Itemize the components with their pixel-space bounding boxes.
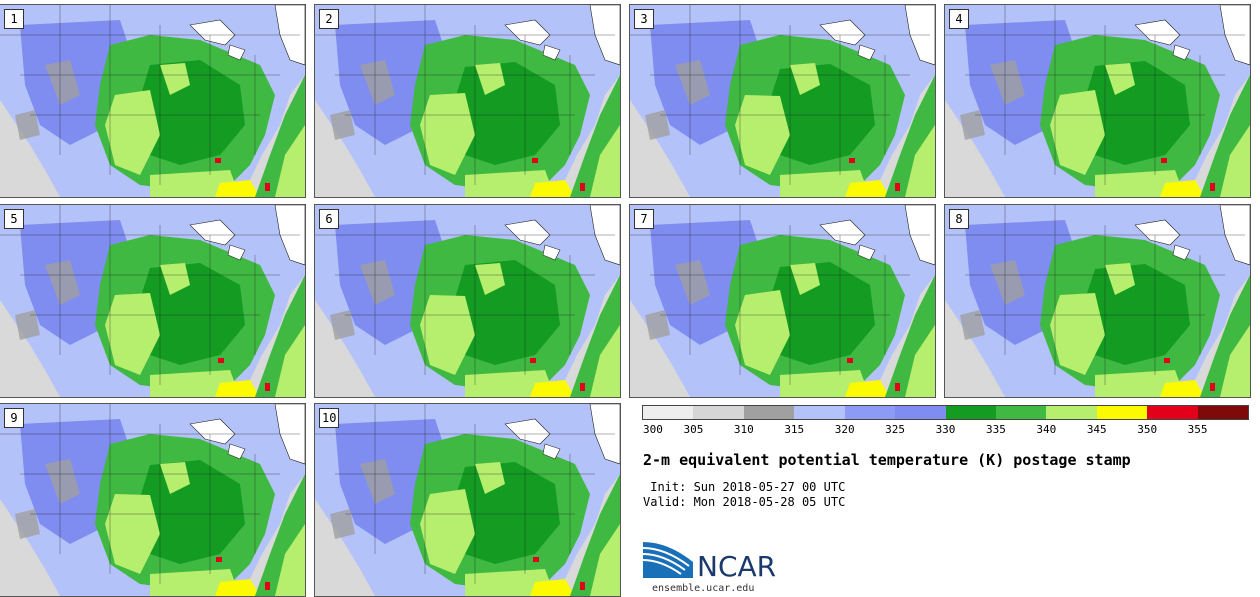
colorbar-swatch <box>995 406 1047 419</box>
colorbar <box>642 405 1249 420</box>
postage-stamp-panel: 9 <box>0 403 306 597</box>
ncar-logo-text: NCAR <box>697 550 777 583</box>
colorbar-swatch <box>1197 406 1249 419</box>
member-number: 4 <box>949 9 969 29</box>
plot-title: 2-m equivalent potential temperature (K)… <box>643 451 1131 469</box>
member-number: 6 <box>319 209 339 229</box>
postage-stamp-panel: 1 <box>0 4 306 198</box>
colorbar-swatch <box>693 406 744 419</box>
colorbar-tick-label: 350 <box>1137 423 1158 436</box>
member-number: 10 <box>319 408 340 428</box>
colorbar-labels: 300 305 310 315 320 325 330 335 340 345 350 355 <box>643 423 1248 439</box>
colorbar-tick-label: 330 <box>935 423 956 436</box>
postage-stamp-panel: 3 <box>629 4 936 198</box>
colorbar-swatch <box>1096 406 1148 419</box>
member-map <box>0 5 305 197</box>
colorbar-tick-label: 325 <box>885 423 906 436</box>
colorbar-swatch <box>1046 406 1097 419</box>
member-map <box>315 205 620 397</box>
member-number: 7 <box>634 209 654 229</box>
postage-stamp-panel: 4 <box>944 4 1251 198</box>
member-number: 8 <box>949 209 969 229</box>
colorbar-swatch <box>895 406 946 419</box>
member-map <box>630 5 935 197</box>
colorbar-tick-label: 345 <box>1086 423 1107 436</box>
member-number: 2 <box>319 9 339 29</box>
colorbar-tick-label: 310 <box>733 423 754 436</box>
member-map <box>945 5 1250 197</box>
colorbar-tick-label: 340 <box>1036 423 1057 436</box>
colorbar-swatch <box>1147 406 1198 419</box>
member-number: 5 <box>4 209 24 229</box>
colorbar-tick-label: 320 <box>834 423 855 436</box>
member-number: 3 <box>634 9 654 29</box>
postage-stamp-panel: 5 <box>0 204 306 398</box>
member-map <box>315 5 620 197</box>
colorbar-tick-label: 305 <box>683 423 704 436</box>
postage-stamp-panel: 2 <box>314 4 621 198</box>
member-number: 1 <box>4 9 24 29</box>
member-map <box>0 404 305 596</box>
valid-time: Valid: Mon 2018-05-28 05 UTC <box>643 495 846 509</box>
colorbar-swatch <box>794 406 845 419</box>
postage-stamp-panel: 10 <box>314 403 621 597</box>
init-time: Init: Sun 2018-05-27 00 UTC <box>643 480 846 494</box>
colorbar-tick-label: 335 <box>985 423 1006 436</box>
postage-stamp-panel: 8 <box>944 204 1251 398</box>
colorbar-swatch <box>844 406 896 419</box>
member-map <box>630 205 935 397</box>
colorbar-swatch <box>945 406 996 419</box>
ncar-logo-icon <box>643 542 693 578</box>
postage-stamp-panel: 7 <box>629 204 936 398</box>
member-map <box>315 404 620 596</box>
member-map <box>945 205 1250 397</box>
colorbar-swatch <box>643 406 694 419</box>
postage-stamp-panel: 6 <box>314 204 621 398</box>
colorbar-swatch <box>743 406 795 419</box>
member-number: 9 <box>4 408 24 428</box>
colorbar-tick-label: 355 <box>1187 423 1208 436</box>
ensemble-url: ensemble.ucar.edu <box>652 583 755 594</box>
member-map <box>0 205 305 397</box>
colorbar-tick-label: 315 <box>784 423 805 436</box>
colorbar-tick-label: 300 <box>643 423 663 436</box>
